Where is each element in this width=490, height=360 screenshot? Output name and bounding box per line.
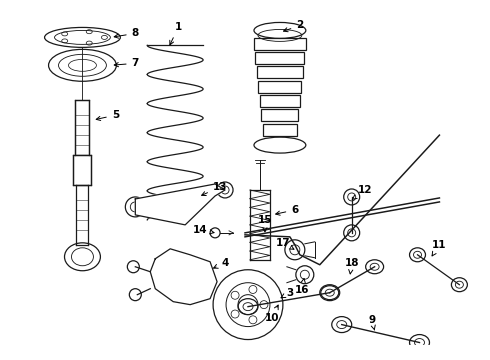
Text: 2: 2 [284,21,303,32]
Text: 4: 4 [214,258,229,268]
Text: 6: 6 [276,205,298,215]
Bar [262,109,298,121]
Text: 8: 8 [114,28,139,39]
Bar [255,52,304,64]
Polygon shape [150,249,217,305]
Text: 17: 17 [275,238,294,249]
Text: 11: 11 [432,240,447,256]
Text: 12: 12 [352,185,372,199]
Text: 14: 14 [193,225,214,235]
Text: 5: 5 [96,110,119,121]
Text: 9: 9 [368,315,375,330]
Bar [258,81,301,93]
Polygon shape [135,184,225,225]
Text: 7: 7 [114,58,139,68]
Text: 13: 13 [202,182,227,195]
Bar [254,37,306,50]
Text: 16: 16 [294,279,309,295]
Bar [263,123,297,136]
Bar [75,100,90,155]
Text: 3: 3 [281,288,294,298]
Bar [260,95,300,107]
Bar [257,66,303,78]
Text: 10: 10 [265,305,279,323]
Text: 1: 1 [170,22,182,45]
Text: 18: 18 [344,258,359,274]
Bar [74,155,92,185]
Text: 15: 15 [258,215,272,232]
